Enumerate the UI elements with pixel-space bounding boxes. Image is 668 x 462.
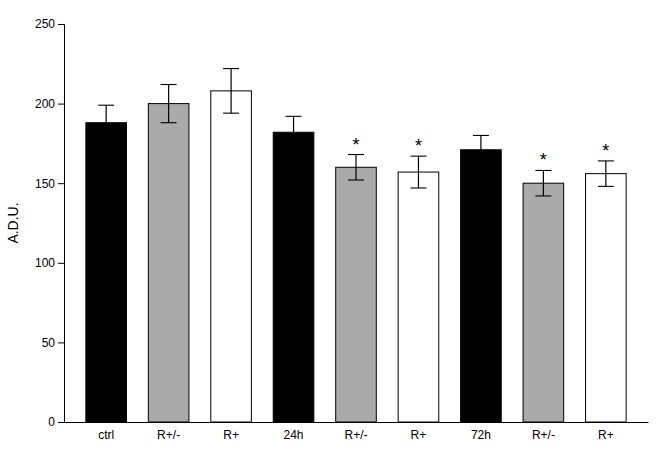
error-bar-stem bbox=[230, 69, 231, 114]
x-tick: ctrl bbox=[98, 422, 114, 442]
error-bar-stem bbox=[355, 155, 356, 180]
error-bar bbox=[473, 135, 489, 164]
y-tick-label: 200 bbox=[35, 97, 55, 111]
error-bar-cap bbox=[286, 148, 302, 149]
error-bar-stem bbox=[106, 105, 107, 140]
x-tick-label: 24h bbox=[284, 428, 304, 442]
error-bar-cap bbox=[410, 187, 426, 188]
annotations: * * * * bbox=[352, 135, 609, 171]
x-tick-label: R+ bbox=[223, 428, 239, 442]
x-tick: R+/- bbox=[532, 422, 555, 442]
error-bar bbox=[161, 84, 177, 122]
error-bar-cap bbox=[98, 140, 114, 141]
x-tick-label: R+/- bbox=[344, 428, 367, 442]
x-axis: ctrl R+/- R+ 24h R+/- R+ 72h R+/- R+ bbox=[65, 422, 649, 442]
x-tick: 24h bbox=[284, 422, 304, 442]
bar bbox=[523, 183, 564, 422]
error-bar bbox=[348, 155, 364, 180]
bar bbox=[211, 91, 252, 422]
error-bar bbox=[286, 116, 302, 148]
x-tick: R+/- bbox=[344, 422, 367, 442]
y-tick-mark bbox=[58, 422, 64, 423]
chart: 0 50 100 150 200 250 ctrl R+/- R+ 24h R+/- R+ 72h R+/… bbox=[0, 0, 668, 462]
error-bar-cap bbox=[161, 84, 177, 85]
error-bar bbox=[535, 170, 551, 195]
bar bbox=[273, 132, 314, 422]
y-tick-label: 0 bbox=[48, 415, 55, 429]
y-tick: 250 bbox=[35, 17, 64, 31]
error-bar-cap bbox=[535, 195, 551, 196]
y-axis-line bbox=[58, 25, 65, 423]
error-bar-stem bbox=[168, 84, 169, 122]
y-tick-label: 250 bbox=[35, 17, 55, 31]
error-bar-cap bbox=[223, 113, 239, 114]
annotation: * bbox=[352, 135, 359, 155]
y-tick-mark bbox=[58, 183, 64, 184]
error-bar-stem bbox=[605, 161, 606, 186]
y-tick-label: 50 bbox=[42, 336, 56, 350]
x-tick: R+/- bbox=[157, 422, 180, 442]
error-bar bbox=[223, 69, 239, 114]
y-tick: 50 bbox=[42, 336, 64, 350]
error-bar-cap bbox=[98, 105, 114, 106]
y-tick: 0 bbox=[48, 415, 64, 429]
x-tick: 72h bbox=[471, 422, 491, 442]
y-axis: 0 50 100 150 200 250 bbox=[35, 17, 65, 429]
x-tick-label: R+/- bbox=[157, 428, 180, 442]
annotation: * bbox=[540, 150, 547, 170]
error-bar bbox=[98, 105, 114, 140]
error-bar-stem bbox=[480, 135, 481, 164]
x-axis-line bbox=[65, 422, 649, 423]
bar bbox=[336, 167, 377, 422]
error-bar-cap bbox=[598, 186, 614, 187]
y-tick: 100 bbox=[35, 256, 64, 270]
y-tick-mark bbox=[58, 104, 64, 105]
error-bar-stem bbox=[418, 156, 419, 188]
error-bar-cap bbox=[473, 135, 489, 136]
y-tick: 200 bbox=[35, 97, 64, 111]
error-bar-cap bbox=[161, 122, 177, 123]
error-bar-cap bbox=[473, 164, 489, 165]
error-bar-cap bbox=[348, 179, 364, 180]
bar bbox=[86, 123, 127, 422]
annotation: * bbox=[415, 136, 422, 156]
error-bar-stem bbox=[293, 116, 294, 148]
y-tick-mark bbox=[58, 24, 64, 25]
x-tick-label: 72h bbox=[471, 428, 491, 442]
y-tick-mark bbox=[58, 263, 64, 264]
marks bbox=[86, 69, 626, 422]
bar bbox=[148, 104, 189, 422]
x-tick: R+ bbox=[223, 422, 239, 442]
y-tick: 150 bbox=[35, 177, 64, 191]
error-bar-cap bbox=[223, 68, 239, 69]
error-bar-cap bbox=[286, 116, 302, 117]
x-tick-label: ctrl bbox=[98, 428, 114, 442]
bar bbox=[586, 174, 627, 422]
x-tick-label: R+/- bbox=[532, 428, 555, 442]
error-bar bbox=[598, 161, 614, 186]
bar bbox=[398, 172, 439, 422]
x-tick-label: R+ bbox=[598, 428, 614, 442]
plot-area: 0 50 100 150 200 250 ctrl R+/- R+ 24h R+/- R+ 72h R+/… bbox=[35, 17, 649, 442]
y-tick-mark bbox=[58, 342, 64, 343]
x-tick: R+ bbox=[598, 422, 614, 442]
error-bar bbox=[410, 156, 426, 188]
x-tick: R+ bbox=[411, 422, 427, 442]
annotation: * bbox=[602, 141, 609, 161]
x-tick-label: R+ bbox=[411, 428, 427, 442]
bar bbox=[461, 150, 502, 422]
error-bar-stem bbox=[543, 170, 544, 195]
y-tick-label: 150 bbox=[35, 177, 55, 191]
y-axis-title: A.D.U. bbox=[5, 202, 21, 243]
y-tick-label: 100 bbox=[35, 256, 55, 270]
